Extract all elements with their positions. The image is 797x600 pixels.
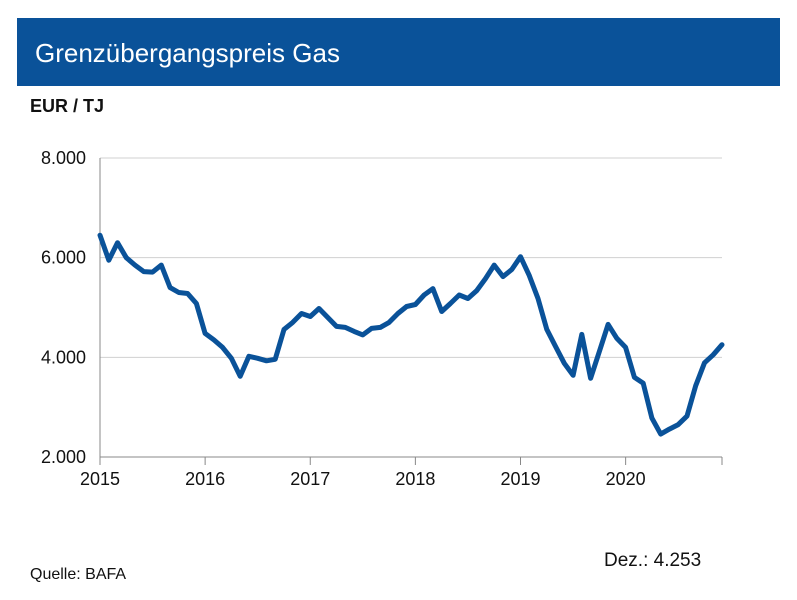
series-line [97,232,725,437]
y-unit-label: EUR / TJ [30,96,105,116]
y-tick-label: 2.000 [41,447,86,467]
tick-labels: 2.000 4.000 6.000 8.000 2015 2016 2017 2018 2019… [41,148,646,489]
y-tick-label: 8.000 [41,148,86,168]
y-tick-label: 4.000 [41,347,86,367]
series-line-layer [97,232,725,437]
grid-lines [100,157,722,358]
source-label: Quelle: BAFA [30,566,127,583]
x-tick-label: 2019 [500,469,540,489]
y-tick-label: 6.000 [41,248,86,268]
x-tick-label: 2020 [606,469,646,489]
header-bar: Grenzübergangspreis Gas [17,18,780,86]
x-tick-label: 2018 [395,469,435,489]
x-tick-label: 2016 [185,469,225,489]
x-tick-label: 2017 [290,469,330,489]
x-tick-label: 2015 [80,469,120,489]
last-value-label: Dez.: 4.253 [604,550,702,571]
axes [99,158,723,465]
chart-title: Grenzübergangspreis Gas [35,38,340,68]
